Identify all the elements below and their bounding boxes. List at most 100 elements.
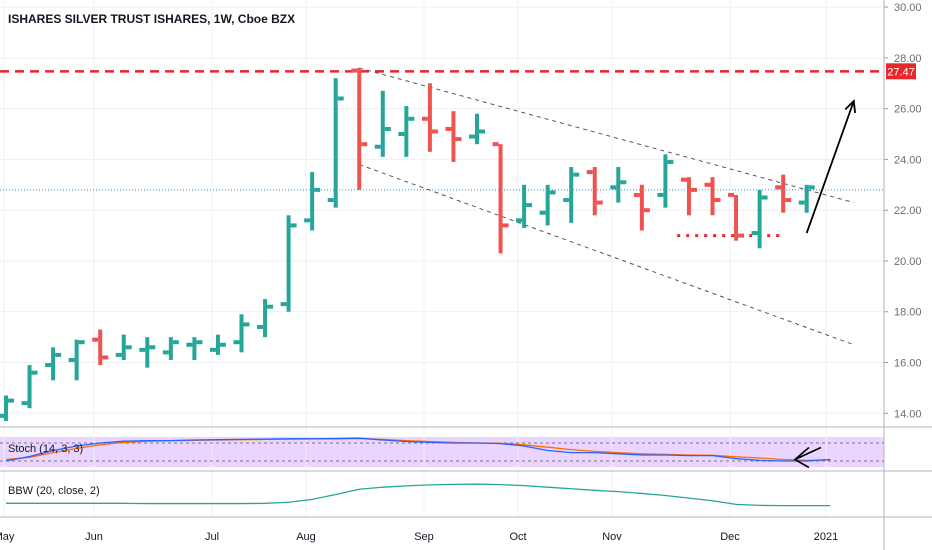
ohlc-bar xyxy=(563,167,580,223)
ohlc-bar-close xyxy=(761,195,768,200)
ohlc-bar-close xyxy=(455,137,462,142)
ohlc-bar-range xyxy=(145,337,150,368)
time-tick-label: Jul xyxy=(205,531,219,543)
ohlc-bar xyxy=(327,78,344,208)
ohlc-bar xyxy=(209,334,226,355)
ohlc-bar-range xyxy=(475,113,479,145)
ohlc-bar xyxy=(92,329,109,366)
ohlc-bar xyxy=(139,337,156,368)
price-tick-label: 22.00 xyxy=(894,205,922,217)
ohlc-bar-close xyxy=(361,142,368,147)
ohlc-bar-close xyxy=(102,355,109,360)
ohlc-bar-open xyxy=(92,337,99,342)
ohlc-bar xyxy=(445,111,462,162)
ohlc-bar-open xyxy=(209,347,216,352)
ohlc-bar-open xyxy=(0,413,4,418)
ohlc-bar-open xyxy=(280,302,287,307)
ohlc-bar-close xyxy=(573,172,580,177)
ohlc-bar xyxy=(68,339,85,381)
ohlc-bar-range xyxy=(639,184,644,231)
ohlc-bar-open xyxy=(633,192,640,197)
ohlc-bar-range xyxy=(121,334,126,360)
ohlc-bar-range xyxy=(192,337,197,360)
ohlc-bar-open xyxy=(798,200,805,205)
ohlc-bar-close xyxy=(337,96,344,101)
ohlc-bar xyxy=(586,167,603,216)
ohlc-bar-close xyxy=(549,190,556,195)
ohlc-bar-close xyxy=(738,233,745,238)
ohlc-bar-open xyxy=(351,68,358,73)
ohlc-bar xyxy=(0,395,14,421)
ohlc-bar xyxy=(21,365,38,409)
ohlc-bar-open xyxy=(704,182,711,187)
ohlc-bar xyxy=(304,172,321,231)
ohlc-bar-open xyxy=(257,324,264,329)
ohlc-bar xyxy=(610,167,627,203)
ohlc-bar-open xyxy=(139,347,146,352)
ohlc-bar-range xyxy=(710,177,715,216)
ohlc-bar-close xyxy=(431,129,438,134)
ohlc-bar-close xyxy=(31,370,38,375)
price-tick-label: 20.00 xyxy=(894,256,922,268)
ohlc-bar xyxy=(492,142,509,254)
ohlc-bar-close xyxy=(267,304,274,309)
ohlc-bar xyxy=(798,184,815,213)
ohlc-bar-range xyxy=(51,347,56,381)
bbw-line xyxy=(6,483,831,507)
time-tick-label: 2021 xyxy=(814,531,838,543)
ohlc-bar-open xyxy=(421,116,428,121)
ohlc-bar-open xyxy=(492,142,499,147)
ohlc-bar xyxy=(680,177,697,216)
ohlc-bar-close xyxy=(479,129,485,134)
ohlc-bar-open xyxy=(445,126,452,131)
ohlc-bar-open xyxy=(610,185,617,190)
ohlc-bar-open xyxy=(728,192,735,197)
ohlc-bar-open xyxy=(680,177,687,182)
ohlc-bar-close xyxy=(526,203,533,208)
ohlc-bar-open xyxy=(657,192,664,197)
ohlc-bar-range xyxy=(239,314,244,353)
ohlc-bar-open xyxy=(398,132,405,137)
ohlc-bar-close xyxy=(172,340,179,345)
ohlc-bar-open xyxy=(45,363,52,368)
ohlc-bar xyxy=(516,184,533,228)
ohlc-bar-open xyxy=(539,210,546,215)
ohlc-bar-range xyxy=(663,154,668,208)
ohlc-bar-range xyxy=(734,194,739,241)
ohlc-bar xyxy=(280,215,297,312)
ohlc-bar-close xyxy=(149,345,156,350)
ohlc-bar-range xyxy=(686,177,691,216)
ohlc-bar xyxy=(704,177,721,216)
ohlc-bar-close xyxy=(690,187,697,192)
ohlc-bar xyxy=(351,68,368,190)
time-tick-label: Oct xyxy=(509,531,526,543)
ohlc-bar xyxy=(633,184,650,231)
ohlc-bar-close xyxy=(125,345,132,350)
time-tick-label: Dec xyxy=(720,531,740,543)
ohlc-bar-range xyxy=(498,144,503,254)
projection-arrow-head xyxy=(844,99,856,114)
ohlc-bar xyxy=(115,334,132,360)
ohlc-bar-range xyxy=(286,215,291,312)
ohlc-bar-open xyxy=(186,342,193,347)
ohlc-bar-close xyxy=(55,352,62,357)
ohlc-bar-close xyxy=(620,180,627,185)
ohlc-bar xyxy=(398,106,415,157)
ohlc-bar-range xyxy=(27,365,32,409)
ohlc-bar xyxy=(186,337,203,360)
ohlc-bar-open xyxy=(563,198,570,203)
stoch-label: Stoch (14, 3, 3) xyxy=(8,443,84,455)
ohlc-bar-close xyxy=(667,159,674,164)
ohlc-bar xyxy=(162,337,179,360)
ohlc-bar-range xyxy=(215,334,220,355)
ohlc-bar-range xyxy=(757,189,762,249)
ohlc-bar-range xyxy=(98,329,103,366)
ohlc-bar-close xyxy=(408,116,415,121)
ohlc-bar-open xyxy=(751,231,758,236)
ohlc-bar-range xyxy=(427,83,432,152)
ohlc-bar-range xyxy=(310,172,315,231)
ohlc-bar-close xyxy=(8,398,14,403)
ohlc-bar-close xyxy=(596,200,603,205)
